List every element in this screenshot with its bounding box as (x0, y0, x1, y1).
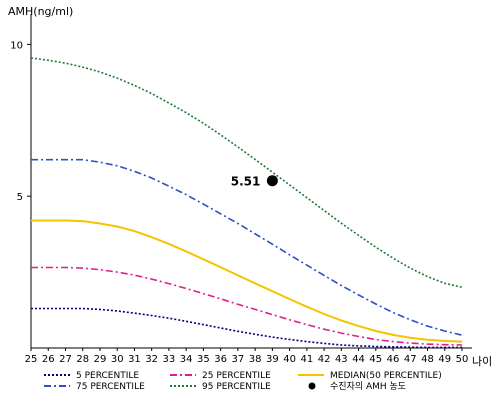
x-tick-group: 25 26 27 28 29 30 31 32 33 34 35 36 37 38 39 40 41 42 43 44… (25, 348, 469, 365)
legend-label: 수진자의 AMH 농도 (330, 381, 406, 392)
x-tick-label: 39 (266, 354, 279, 365)
x-tick-label: 34 (180, 354, 193, 365)
x-tick-label: 38 (249, 354, 262, 365)
legend-label: 95 PERCENTILE (202, 382, 271, 392)
y-axis-label: AMH(ng/ml) (8, 5, 73, 18)
series-line (31, 307, 462, 349)
x-tick-label: 37 (232, 354, 245, 365)
x-tick-label: 47 (404, 354, 417, 365)
series-line (31, 266, 463, 346)
x-tick-label: 26 (42, 354, 55, 365)
series-line (31, 219, 463, 343)
highlight-group: 5.51 (231, 175, 278, 189)
x-tick-label: 42 (318, 354, 331, 365)
x-tick-label: 41 (300, 354, 313, 365)
x-tick-label: 30 (111, 354, 124, 365)
x-tick-label: 31 (128, 354, 141, 365)
x-tick-label: 27 (59, 354, 72, 365)
x-tick-label: 29 (94, 354, 107, 365)
x-tick-label: 25 (25, 354, 38, 365)
series-line (31, 158, 463, 336)
x-tick-label: 35 (197, 354, 210, 365)
x-tick-label: 45 (369, 354, 382, 365)
legend-label: 75 PERCENTILE (76, 382, 145, 392)
legend-label: MEDIAN(50 PERCENTILE) (330, 371, 442, 381)
x-tick-label: 44 (352, 354, 365, 365)
y-tick-group: 5 10 (10, 40, 31, 203)
series-group (30, 57, 463, 349)
y-tick-label: 5 (17, 192, 23, 203)
highlight-value-label: 5.51 (231, 175, 261, 189)
x-tick-label: 48 (421, 354, 434, 365)
legend-point-marker (308, 382, 316, 390)
x-axis-label: 나이 (472, 355, 492, 368)
series-line (30, 57, 463, 289)
legend-label: 5 PERCENTILE (76, 371, 139, 381)
x-tick-label: 50 (456, 354, 469, 365)
x-tick-label: 49 (438, 354, 451, 365)
x-tick-label: 28 (76, 354, 89, 365)
x-tick-label: 43 (335, 354, 348, 365)
x-tick-label: 40 (283, 354, 296, 365)
x-tick-label: 32 (145, 354, 158, 365)
legend-label: 25 PERCENTILE (202, 371, 271, 381)
x-tick-label: 46 (387, 354, 400, 365)
y-tick-label: 10 (10, 40, 23, 51)
highlight-point (266, 175, 278, 187)
legend: 5 PERCENTILE 25 PERCENTILE MEDIAN(50 PERCE… (44, 371, 442, 392)
x-tick-label: 33 (163, 354, 176, 365)
x-tick-label: 36 (214, 354, 227, 365)
